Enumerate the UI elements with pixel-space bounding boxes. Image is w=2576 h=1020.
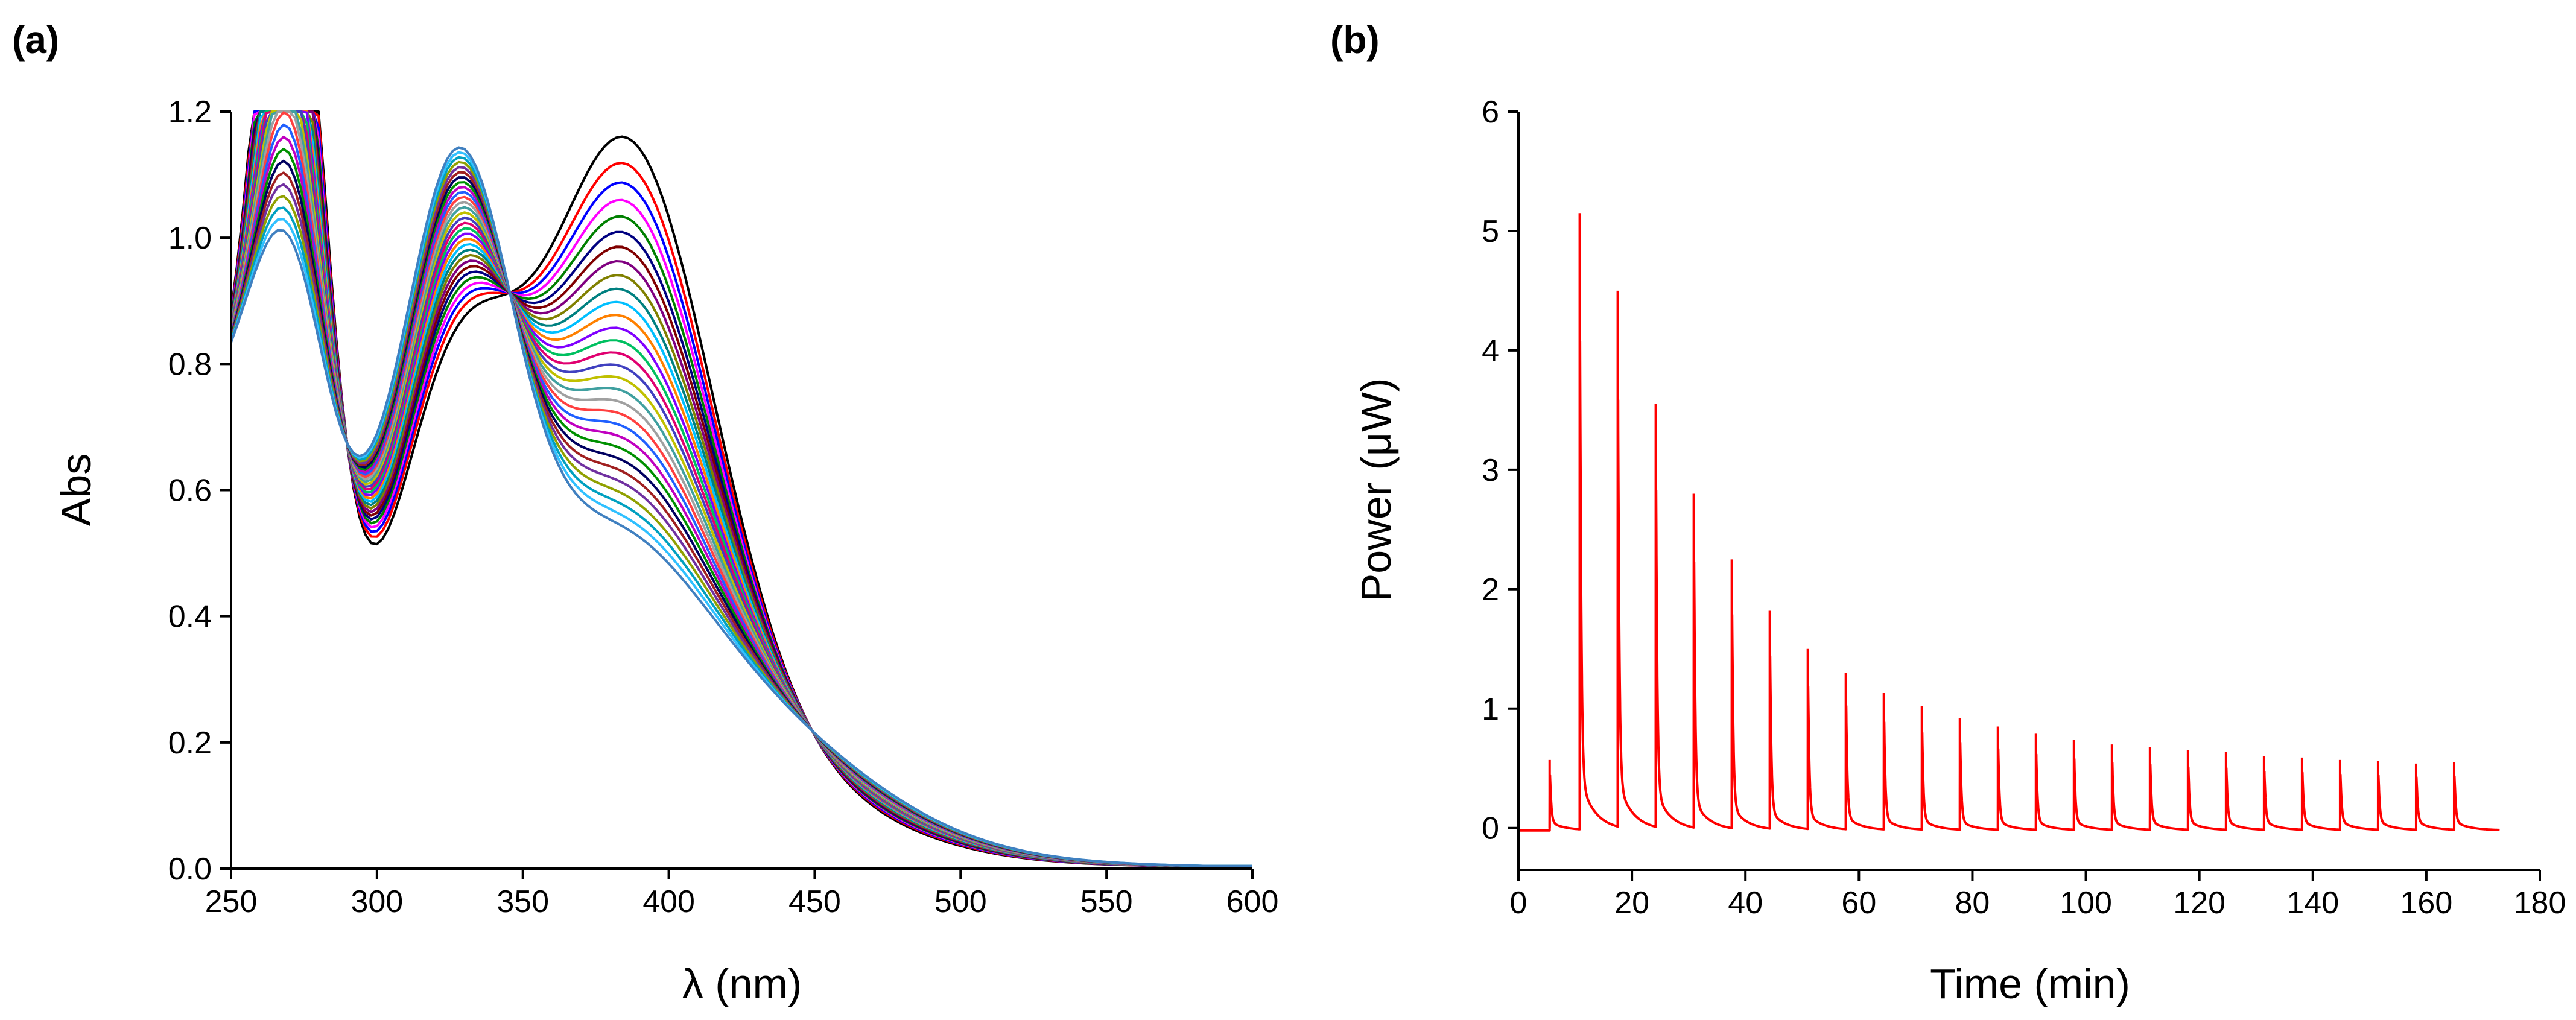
panel-b-y-ticks: 0 1 2 3 4 5 6 (1482, 95, 1518, 846)
panel-b-x-tick-label: 60 (1841, 885, 1876, 920)
panel-a-x-ticks: 250 300 350 400 450 500 550 600 (205, 869, 1279, 919)
panel-b-power-trace (1517, 340, 2501, 832)
panel-a-x-tick-label: 250 (205, 884, 258, 919)
panel-b-x-tick-label: 160 (2400, 885, 2453, 920)
panel-b-y-tick-label: 3 (1482, 453, 1499, 488)
panel-b-y-tick-label: 5 (1482, 214, 1499, 249)
panel-a-y-tick-label: 0.0 (168, 852, 212, 887)
panel-a-x-tick-label: 500 (934, 884, 987, 919)
panel-a-spectrum-30 (230, 146, 1252, 867)
panel-a-x-axis-title: λ (nm) (682, 960, 802, 1007)
panel-a-y-ticks: 0.0 0.2 0.4 0.6 0.8 1.0 1.2 (168, 95, 231, 887)
panel-b-x-tick-label: 0 (1510, 885, 1528, 920)
panel-a-y-tick-label: 0.6 (168, 474, 212, 508)
panel-b-plot-area (1517, 213, 2501, 832)
panel-b-y-tick-label: 6 (1482, 95, 1499, 130)
panel-a-x-tick-label: 300 (351, 884, 403, 919)
panel-a-x-tick-label: 600 (1226, 884, 1279, 919)
panel-b-y-tick-label: 1 (1482, 692, 1499, 727)
panel-a-x-tick-label: 550 (1080, 884, 1133, 919)
panel-a-label: (a) (12, 18, 59, 62)
panel-a-x-tick-label: 350 (496, 884, 549, 919)
panel-a-y-axis-title: Abs (52, 454, 100, 527)
panel-b-x-tick-label: 40 (1728, 885, 1763, 920)
panel-a: (a) 250 300 350 400 450 500 550 600 0.00.20.40.… (12, 18, 1278, 1007)
panel-b-label: (b) (1330, 18, 1380, 62)
panel-a-y-tick-label: 1.0 (168, 221, 212, 256)
panel-b: (b) 0 20 40 60 80 100 120 140 160 180 0 1 2 3 4 5 6 Tim… (1330, 18, 2566, 1007)
panel-a-y-tick-label: 0.8 (168, 347, 212, 382)
panel-b-x-tick-label: 20 (1614, 885, 1649, 920)
panel-b-x-tick-label: 80 (1955, 885, 1990, 920)
panel-a-plot-area (230, 110, 1252, 867)
panel-a-y-tick-label: 0.4 (168, 600, 212, 635)
panel-b-y-tick-label: 4 (1482, 334, 1499, 369)
panel-b-x-axis-title: Time (min) (1930, 960, 2130, 1007)
panel-b-y-axis-title: Power (μW) (1353, 378, 1400, 602)
panel-b-y-tick-label: 2 (1482, 572, 1499, 607)
panel-b-y-tick-label: 0 (1482, 811, 1499, 846)
panel-a-x-tick-label: 450 (788, 884, 841, 919)
panel-a-y-tick-label: 1.2 (168, 95, 212, 130)
panel-b-x-tick-label: 120 (2173, 885, 2225, 920)
panel-b-x-tick-label: 100 (2060, 885, 2112, 920)
panel-a-y-tick-label: 0.2 (168, 726, 212, 761)
panel-b-x-ticks: 0 20 40 60 80 100 120 140 160 180 (1510, 870, 2566, 920)
panel-b-x-tick-label: 180 (2514, 885, 2566, 920)
panel-a-spectrum-10 (230, 110, 1252, 867)
panel-b-x-tick-label: 140 (2286, 885, 2339, 920)
panel-a-x-tick-label: 400 (642, 884, 695, 919)
